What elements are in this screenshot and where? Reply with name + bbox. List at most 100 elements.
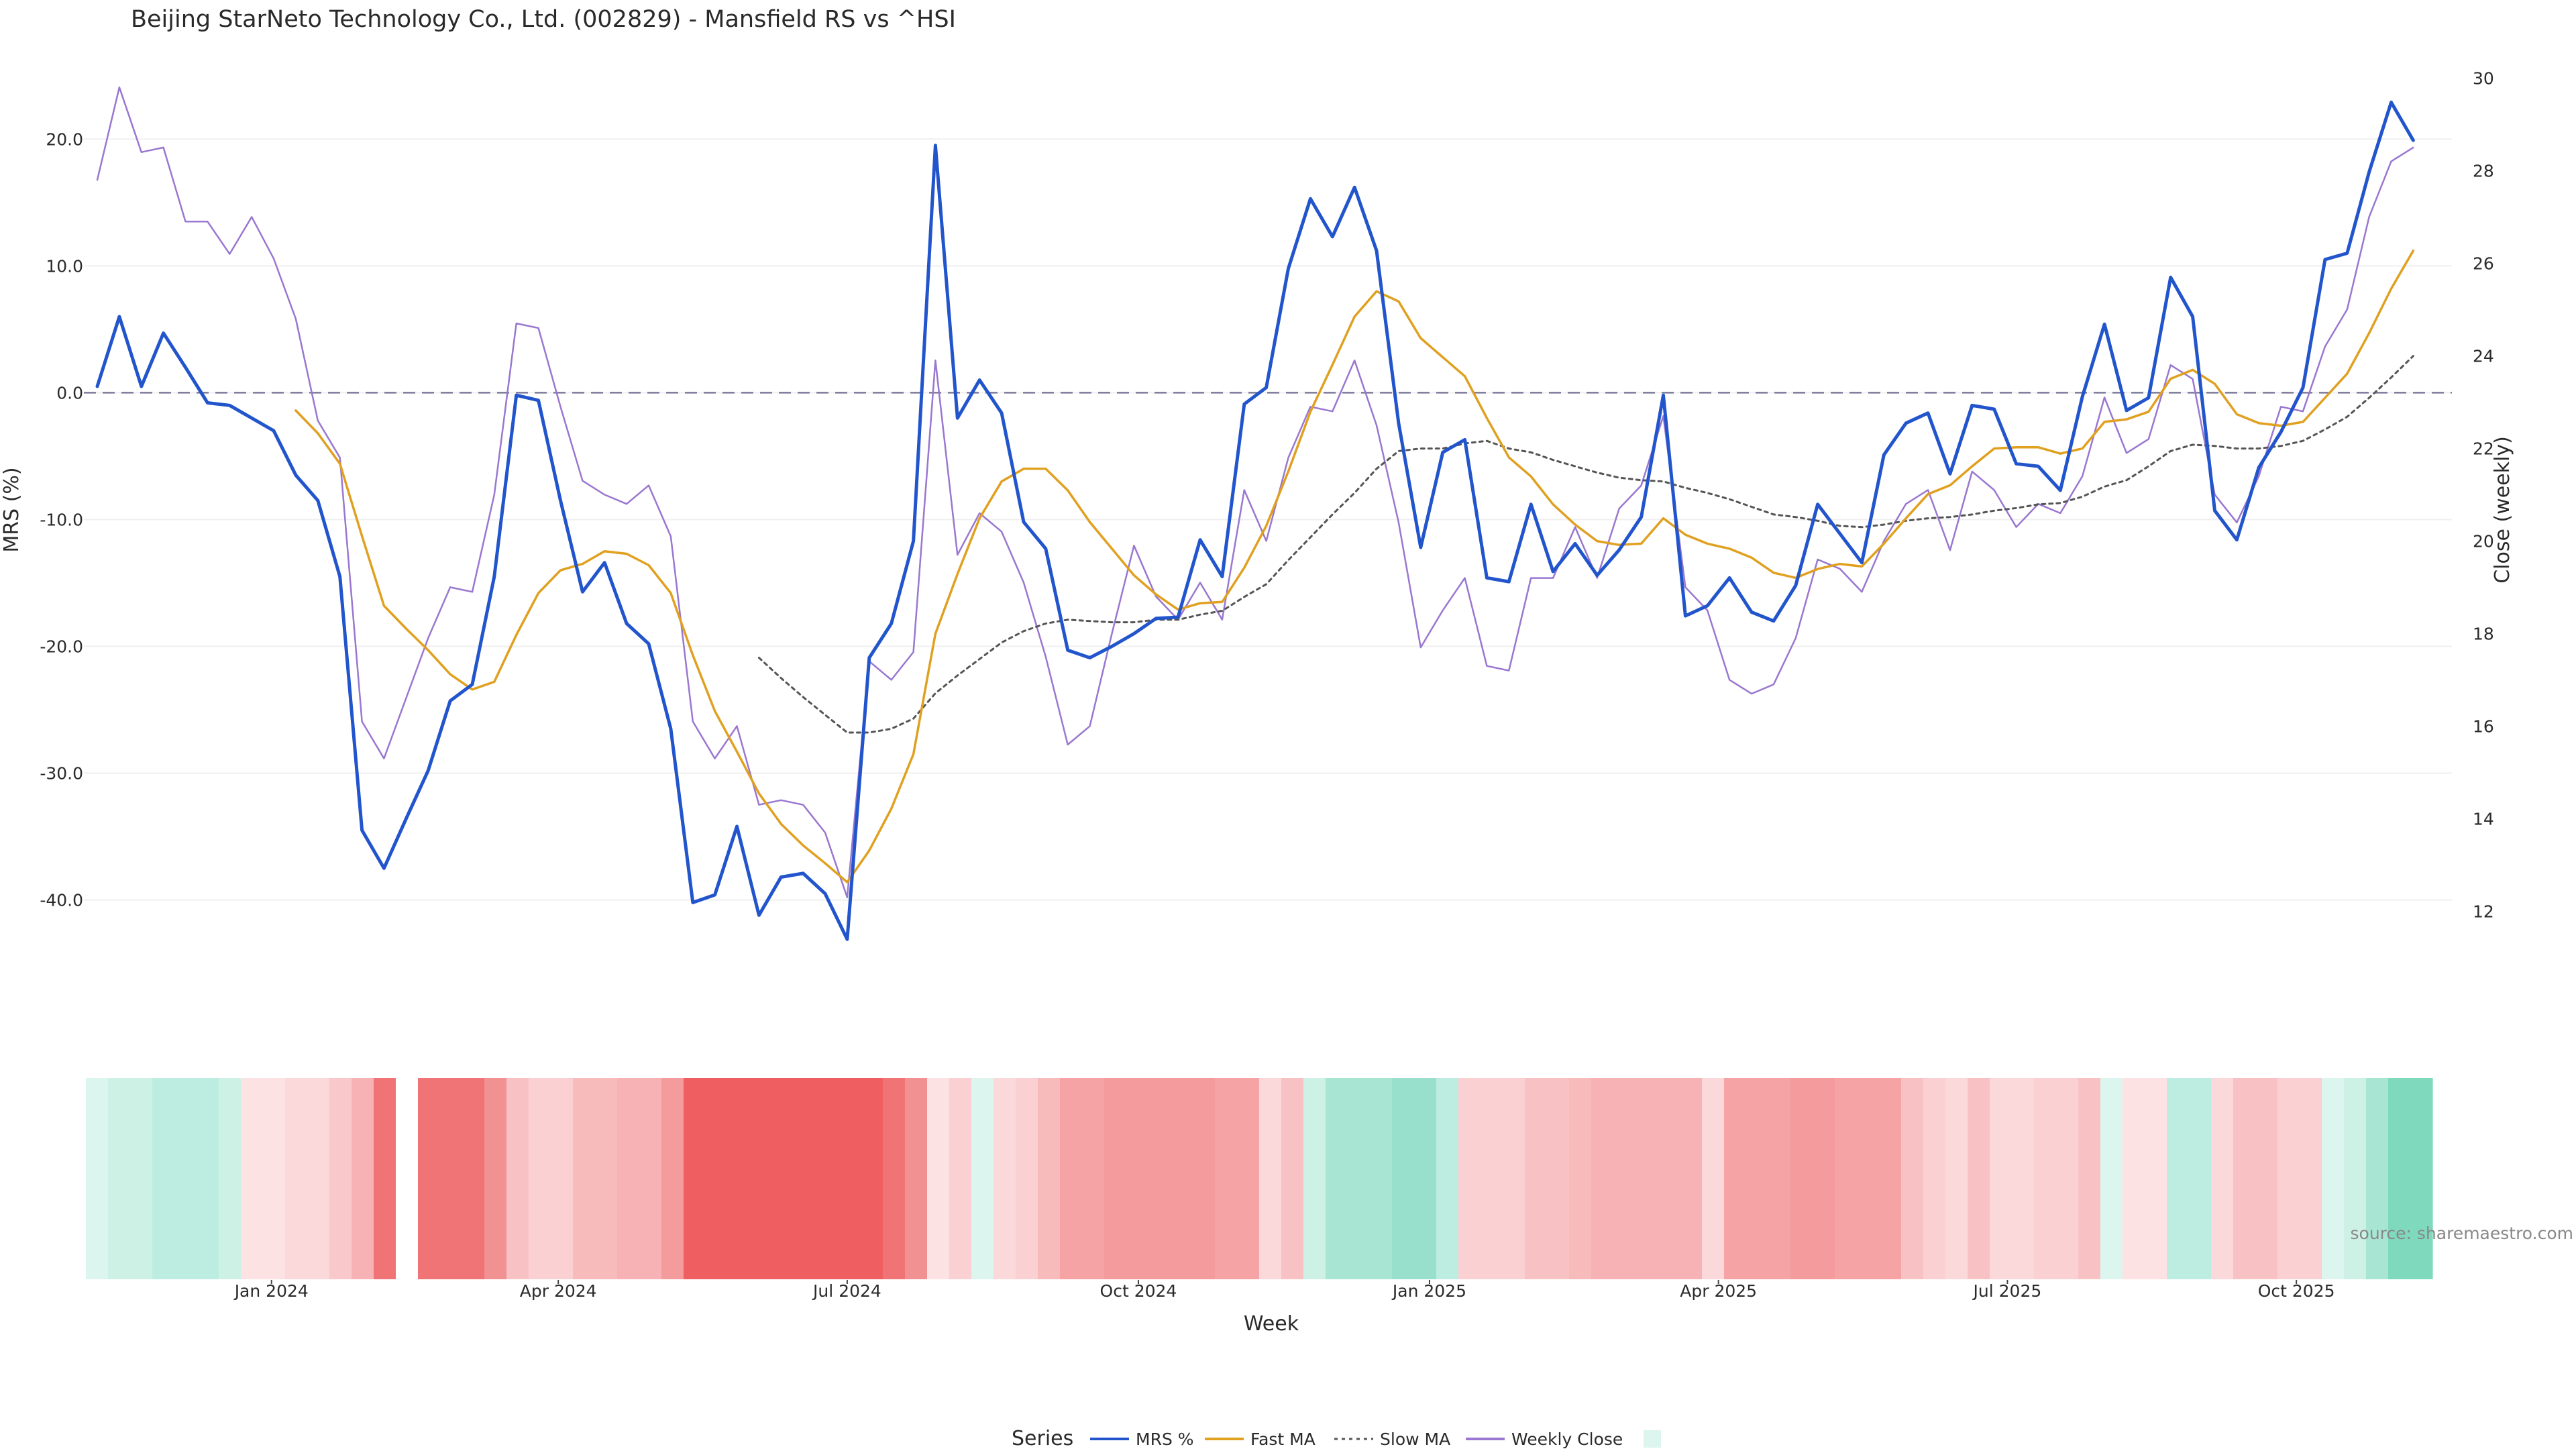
heatmap-cell <box>1923 1078 1946 1279</box>
x-tick-label: Apr 2025 <box>1680 1281 1757 1301</box>
heatmap-cell <box>2233 1078 2256 1279</box>
heatmap-cell <box>2322 1078 2345 1279</box>
heatmap-cell <box>2344 1078 2367 1279</box>
x-tick-label: Oct 2025 <box>2258 1281 2335 1301</box>
heatmap-cell <box>1635 1078 1658 1279</box>
heatmap-cell <box>1016 1078 1038 1279</box>
heatmap-cell <box>1281 1078 1304 1279</box>
heatmap-cell <box>1171 1078 1193 1279</box>
left-tick-label: -30.0 <box>40 764 83 784</box>
heatmap-cell <box>1348 1078 1371 1279</box>
heatmap-cell <box>1237 1078 1260 1279</box>
heatmap-cell <box>241 1078 264 1279</box>
heatmap-cell <box>684 1078 706 1279</box>
heatmap-cell <box>418 1078 441 1279</box>
right-tick-label: 26 <box>2473 254 2494 273</box>
heatmap-cell <box>1879 1078 1902 1279</box>
heatmap-cell <box>595 1078 618 1279</box>
x-tick-label: Jan 2025 <box>1391 1281 1466 1301</box>
legend-label: Slow MA <box>1380 1430 1450 1449</box>
heatmap-cell <box>2255 1078 2278 1279</box>
heatmap-cell <box>1215 1078 1238 1279</box>
heatmap-cell <box>1060 1078 1083 1279</box>
heatmap-cell <box>2211 1078 2234 1279</box>
heatmap-cell <box>617 1078 640 1279</box>
heatmap-cell <box>152 1078 175 1279</box>
heatmap-cell <box>2300 1078 2322 1279</box>
heatmap-cell <box>750 1078 773 1279</box>
right-tick-label: 22 <box>2473 439 2494 458</box>
heatmap-cell <box>772 1078 795 1279</box>
heatmap-cell <box>1569 1078 1592 1279</box>
heatmap-cell <box>2366 1078 2389 1279</box>
right-tick-label: 30 <box>2473 68 2494 88</box>
heatmap-cell <box>883 1078 906 1279</box>
series-line <box>95 101 2415 941</box>
right-tick-label: 12 <box>2473 902 2494 921</box>
series-layer <box>95 86 2415 941</box>
series-fast-ma <box>294 249 2415 883</box>
left-axis-ticks: 20.0 10.0 0.0 -10.0 -20.0 -30.0 -40.0 <box>40 129 83 910</box>
heatmap-cell <box>1724 1078 1747 1279</box>
heatmap-cell <box>263 1078 286 1279</box>
left-tick-label: 20.0 <box>46 129 83 149</box>
heatmap-cell <box>2388 1078 2411 1279</box>
source-note: source: sharemaestro.com <box>2351 1224 2574 1243</box>
right-tick-label: 20 <box>2473 531 2494 551</box>
heatmap-cell <box>2410 1078 2433 1279</box>
heatmap-cell <box>2078 1078 2101 1279</box>
right-tick-label: 18 <box>2473 624 2494 643</box>
heatmap-cell <box>440 1078 463 1279</box>
heatmap-cell <box>1813 1078 1835 1279</box>
x-tick-label: Oct 2024 <box>1100 1281 1177 1301</box>
heatmap-cell <box>130 1078 153 1279</box>
heatmap-cell <box>1613 1078 1636 1279</box>
x-tick-label: Apr 2024 <box>520 1281 597 1301</box>
heatmap-cell <box>396 1078 419 1279</box>
heatmap-cell <box>285 1078 308 1279</box>
heatmap-cell <box>816 1078 839 1279</box>
left-axis-title: MRS (%) <box>0 467 23 552</box>
heatmap-cell <box>2056 1078 2079 1279</box>
series-mrs <box>95 101 2415 941</box>
series-line <box>96 86 2414 898</box>
series-weekly-close <box>96 86 2414 898</box>
legend-item: Fast MA <box>1205 1430 1316 1449</box>
heatmap-cell <box>927 1078 950 1279</box>
heatmap-cell <box>551 1078 574 1279</box>
heatmap-cell <box>1148 1078 1171 1279</box>
right-tick-label: 24 <box>2473 346 2494 366</box>
heatmap-cell <box>2167 1078 2190 1279</box>
legend-item <box>1644 1430 1661 1448</box>
heatmap-cell <box>1790 1078 1813 1279</box>
heatmap-cell <box>1303 1078 1326 1279</box>
x-tick-label: Jul 2025 <box>1972 1281 2042 1301</box>
heatmap-cell <box>2123 1078 2145 1279</box>
left-tick-label: -40.0 <box>40 891 83 910</box>
heatmap-cell <box>1658 1078 1680 1279</box>
heatmap-cell <box>2277 1078 2300 1279</box>
heatmap-cell <box>1990 1078 2012 1279</box>
heatmap-cell <box>661 1078 684 1279</box>
heatmap-cell <box>219 1078 241 1279</box>
heatmap-cell <box>639 1078 662 1279</box>
x-tick-label: Jan 2024 <box>233 1281 309 1301</box>
heatmap-cell <box>86 1078 109 1279</box>
heatmap-cell <box>905 1078 928 1279</box>
heatmap-cell <box>1525 1078 1548 1279</box>
left-tick-label: -10.0 <box>40 510 83 529</box>
heatmap-cell <box>1436 1078 1459 1279</box>
heatmap-cell <box>529 1078 551 1279</box>
heatmap-cell <box>861 1078 883 1279</box>
heatmap-cell <box>2034 1078 2057 1279</box>
legend-swatch <box>1644 1430 1661 1448</box>
heatmap-cell <box>706 1078 729 1279</box>
series-line <box>294 249 2415 883</box>
heatmap-cell <box>2100 1078 2123 1279</box>
heatmap-cell <box>484 1078 507 1279</box>
heatmap-cell <box>1326 1078 1348 1279</box>
left-tick-label: 0.0 <box>56 383 83 402</box>
heatmap-cell <box>1547 1078 1570 1279</box>
left-tick-label: -20.0 <box>40 637 83 656</box>
